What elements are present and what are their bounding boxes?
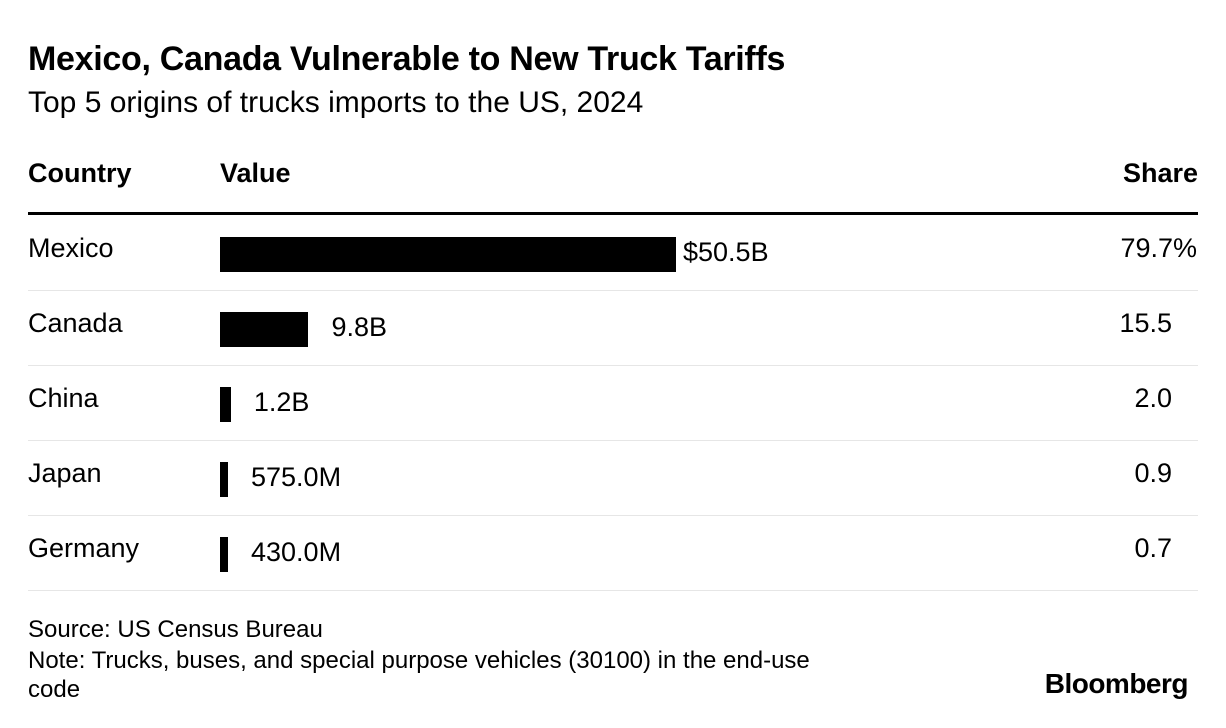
bar-mexico (220, 236, 676, 272)
value-label: $50.5B (683, 236, 769, 267)
bar-canada (220, 311, 309, 347)
country-label: China (28, 382, 99, 413)
country-label: Japan (28, 457, 102, 488)
row-divider (28, 440, 1198, 441)
country-label: Canada (28, 307, 123, 338)
chart-title: Mexico, Canada Vulnerable to New Truck T… (28, 40, 786, 78)
bar-japan (220, 461, 228, 497)
row-divider (28, 365, 1198, 366)
value-label: 430.0M (251, 536, 342, 567)
column-header-share: Share (1122, 158, 1198, 188)
country-label: Mexico (28, 232, 114, 263)
share-label: 0.7 (1134, 532, 1172, 563)
bar-china (220, 386, 231, 422)
bloomberg-logo: Bloomberg (1044, 668, 1189, 699)
row-divider (28, 515, 1198, 516)
value-label: 9.8B (331, 311, 388, 342)
column-header-value: Value (220, 158, 291, 188)
share-label: 0.9 (1134, 457, 1172, 488)
value-label: 1.2B (253, 386, 310, 417)
bar-germany (220, 536, 228, 572)
footnote: Note: Trucks, buses, and special purpose… (28, 647, 810, 703)
share-label: 79.7% (1120, 232, 1197, 263)
row-divider (28, 290, 1198, 291)
row-divider (28, 590, 1198, 591)
source-note: Source: US Census Bureau (28, 616, 323, 643)
share-label: 2.0 (1134, 382, 1172, 413)
country-label: Germany (28, 532, 140, 563)
share-label: 15.5 (1119, 307, 1172, 338)
value-label: 575.0M (251, 461, 342, 492)
column-header-country: Country (28, 158, 132, 188)
chart-subtitle: Top 5 origins of trucks imports to the U… (28, 86, 644, 119)
header-rule (28, 212, 1198, 215)
